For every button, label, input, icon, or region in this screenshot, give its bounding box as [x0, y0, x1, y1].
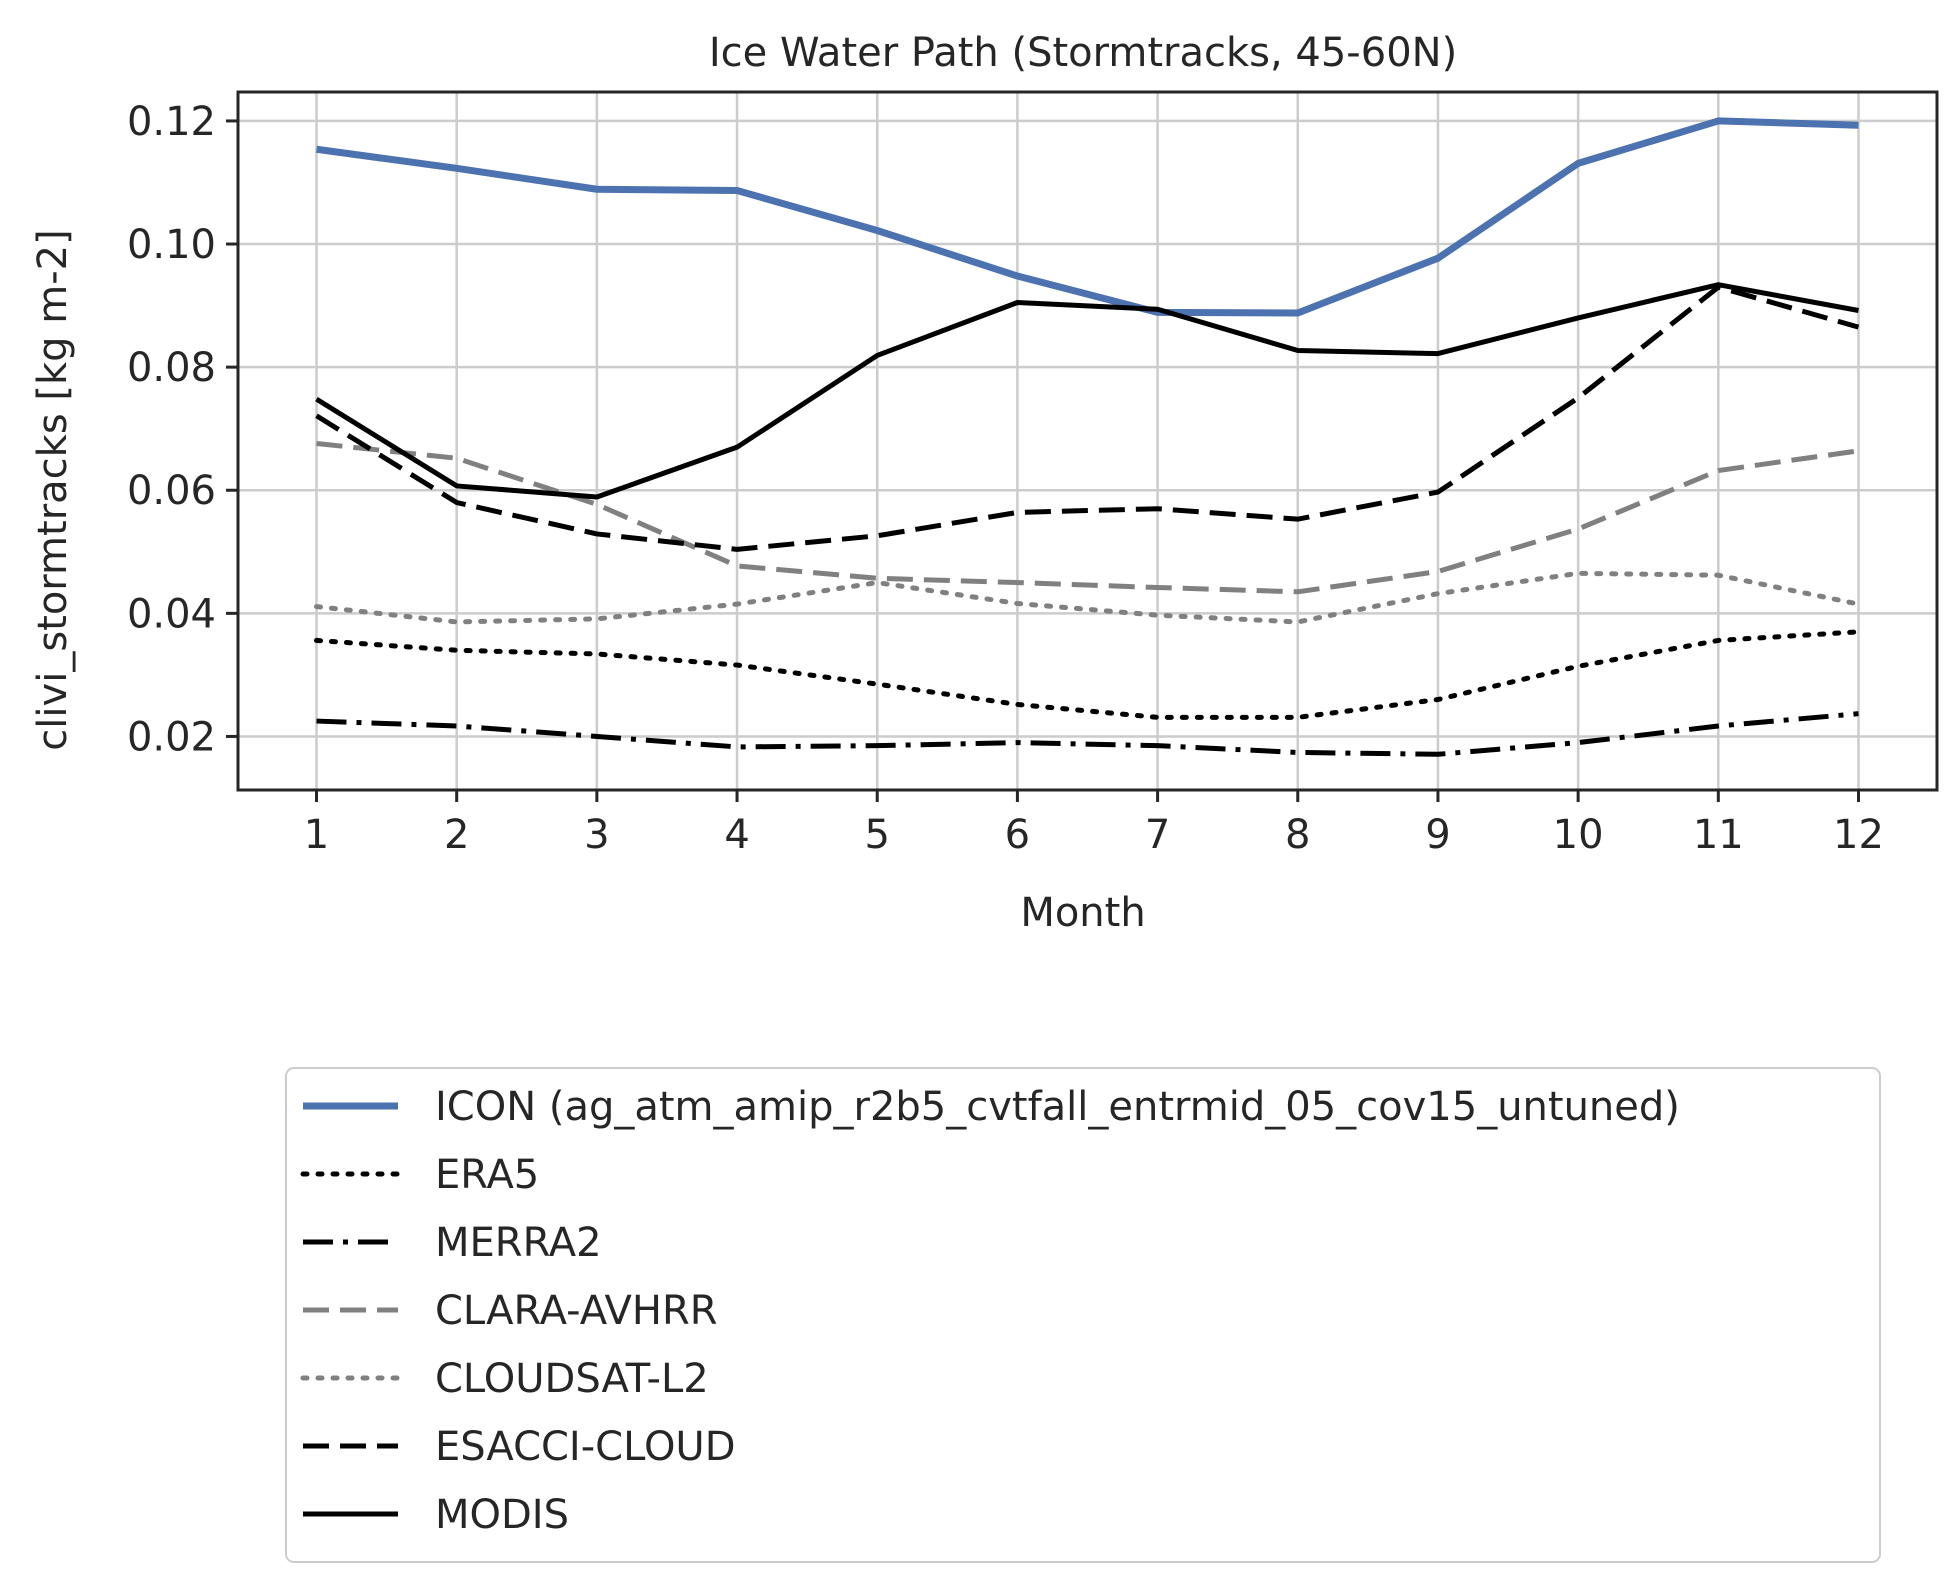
x-tick-label: 9	[1425, 812, 1450, 858]
legend-label: ERA5	[435, 1152, 539, 1198]
series-line-modis	[315, 282, 1859, 500]
y-tick-label: 0.04	[127, 591, 216, 637]
chart-title: Ice Water Path (Stormtracks, 45-60N)	[709, 30, 1457, 76]
series-line-merra2	[316, 711, 1859, 757]
x-tick-label: 7	[1145, 812, 1170, 858]
y-axis-label: clivi_stormtracks [kg m-2]	[30, 229, 76, 750]
y-tick-label: 0.10	[127, 222, 216, 268]
x-tick-label: 10	[1553, 812, 1604, 858]
legend-box	[285, 1067, 1881, 1563]
legend-label: ICON (ag_atm_amip_r2b5_cvtfall_entrmid_0…	[435, 1084, 1680, 1130]
x-tick-label: 1	[304, 812, 329, 858]
series-line-esacci-cloud	[315, 284, 1860, 552]
series-line-era5	[314, 629, 1861, 720]
grid-lines	[238, 92, 1937, 790]
x-tick-label: 5	[865, 812, 890, 858]
legend-label: MERRA2	[435, 1220, 602, 1266]
y-tick-label: 0.02	[127, 714, 216, 760]
x-tick-label: 11	[1693, 812, 1744, 858]
x-axis-ticks: 1 2 3 4 5 6 7 8 9 10 11 12	[304, 790, 1884, 858]
y-tick-label: 0.06	[127, 468, 216, 514]
series-lines	[314, 117, 1861, 757]
series-line-clara-avhrr	[316, 440, 1859, 595]
x-tick-label: 4	[724, 812, 749, 858]
series-line-icon	[316, 117, 1859, 317]
y-tick-label: 0.12	[127, 99, 216, 145]
y-axis-ticks: 0.02 0.04 0.06 0.08 0.10 0.12	[127, 99, 238, 760]
x-tick-label: 8	[1285, 812, 1310, 858]
plot-frame	[236, 90, 1939, 792]
legend-label: MODIS	[435, 1492, 569, 1538]
y-tick-label: 0.08	[127, 345, 216, 391]
x-tick-label: 12	[1833, 812, 1884, 858]
x-tick-label: 2	[444, 812, 469, 858]
legend: ICON (ag_atm_amip_r2b5_cvtfall_entrmid_0…	[285, 1067, 1881, 1563]
legend-label: CLARA-AVHRR	[435, 1288, 718, 1334]
legend-label: CLOUDSAT-L2	[435, 1356, 709, 1402]
x-tick-label: 3	[584, 812, 609, 858]
legend-label: ESACCI-CLOUD	[435, 1424, 736, 1470]
x-tick-label: 6	[1005, 812, 1030, 858]
x-axis-label: Month	[1020, 890, 1145, 936]
series-line-cloudsat-l2	[314, 570, 1861, 625]
